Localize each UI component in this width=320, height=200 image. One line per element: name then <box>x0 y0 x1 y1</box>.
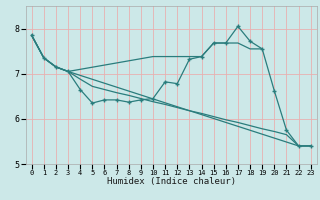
X-axis label: Humidex (Indice chaleur): Humidex (Indice chaleur) <box>107 177 236 186</box>
